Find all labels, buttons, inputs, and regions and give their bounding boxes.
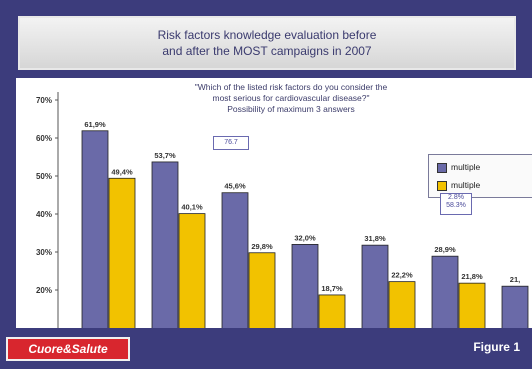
bar-series1 bbox=[501, 285, 529, 328]
bar-data-label: 28,9% bbox=[434, 245, 456, 254]
y-tick-label: 30% bbox=[36, 248, 52, 257]
bar-data-label: 22,2% bbox=[391, 271, 413, 280]
question-line1: "Which of the listed risk factors do you… bbox=[194, 82, 388, 92]
bar-series1 bbox=[81, 130, 109, 328]
bar-data-label: 45,6% bbox=[224, 182, 246, 191]
bar-series2 bbox=[458, 282, 486, 328]
legend-swatch-series1 bbox=[437, 162, 447, 173]
bar-series2 bbox=[318, 294, 346, 328]
bar-series2 bbox=[248, 252, 276, 328]
bar-chart: 70% 60% 50% 40% 30% 20% 61,9% 49,4% 53,7% 40,1% 45… bbox=[36, 92, 529, 328]
chart-title-line1: Risk factors knowledge evaluation before bbox=[157, 28, 377, 42]
chart-title-line2: and after the MOST campaigns in 2007 bbox=[162, 44, 372, 58]
y-tick-label: 60% bbox=[36, 134, 52, 143]
legend-label-series2: multiple bbox=[451, 180, 481, 190]
bar-series1 bbox=[431, 255, 459, 328]
chart-panel: "Which of the listed risk factors do you… bbox=[16, 78, 532, 328]
y-tick-label: 40% bbox=[36, 210, 52, 219]
logo-text: Cuore&Salute bbox=[28, 342, 108, 356]
question-line3: Possibility of maximum 3 answers bbox=[227, 104, 355, 114]
legend-item-series1: multiple bbox=[437, 161, 480, 173]
bar-data-label: 32,0% bbox=[294, 233, 316, 242]
callout-second-line1: 2.8% bbox=[448, 194, 464, 201]
y-tick-label: 70% bbox=[36, 96, 52, 105]
bar-series1 bbox=[361, 244, 389, 328]
bar-series2 bbox=[108, 177, 136, 328]
bar-series2 bbox=[388, 281, 416, 328]
bar-series1 bbox=[221, 192, 249, 328]
bar-data-label: 40,1% bbox=[181, 203, 203, 212]
bar-series1 bbox=[151, 161, 179, 328]
legend-swatch-series2 bbox=[437, 180, 447, 191]
bar-data-label: 61,9% bbox=[84, 120, 106, 129]
survey-question: "Which of the listed risk factors do you… bbox=[136, 82, 446, 115]
callout-first-text: 76.7 bbox=[224, 139, 238, 146]
callout-second: 2.8% 58.3% bbox=[440, 193, 472, 215]
cuore-salute-logo: Cuore&Salute bbox=[6, 337, 130, 361]
chart-legend: multiple multiple bbox=[428, 154, 532, 198]
figure-label: Figure 1 bbox=[473, 340, 520, 354]
callout-first: 76.7 bbox=[213, 136, 249, 150]
legend-label-series1: multiple bbox=[451, 162, 481, 172]
bar-data-label: 29,8% bbox=[251, 242, 273, 251]
bar-data-label: 18,7% bbox=[321, 284, 343, 293]
bar-data-label: 21, bbox=[510, 275, 520, 284]
bar-series1 bbox=[291, 243, 319, 328]
bar-data-label: 21,8% bbox=[461, 272, 483, 281]
bar-data-label: 53,7% bbox=[154, 151, 176, 160]
y-tick-label: 20% bbox=[36, 286, 52, 295]
chart-title-box: Risk factors knowledge evaluation before… bbox=[18, 16, 516, 70]
legend-item-series2: multiple bbox=[437, 179, 480, 191]
callout-second-line2: 58.3% bbox=[446, 202, 466, 209]
bar-data-label: 49,4% bbox=[111, 167, 133, 176]
question-line2: most serious for cardiovascular disease?… bbox=[212, 93, 370, 103]
bar-data-label: 31,8% bbox=[364, 234, 386, 243]
bar-series2 bbox=[178, 213, 206, 328]
y-tick-label: 50% bbox=[36, 172, 52, 181]
